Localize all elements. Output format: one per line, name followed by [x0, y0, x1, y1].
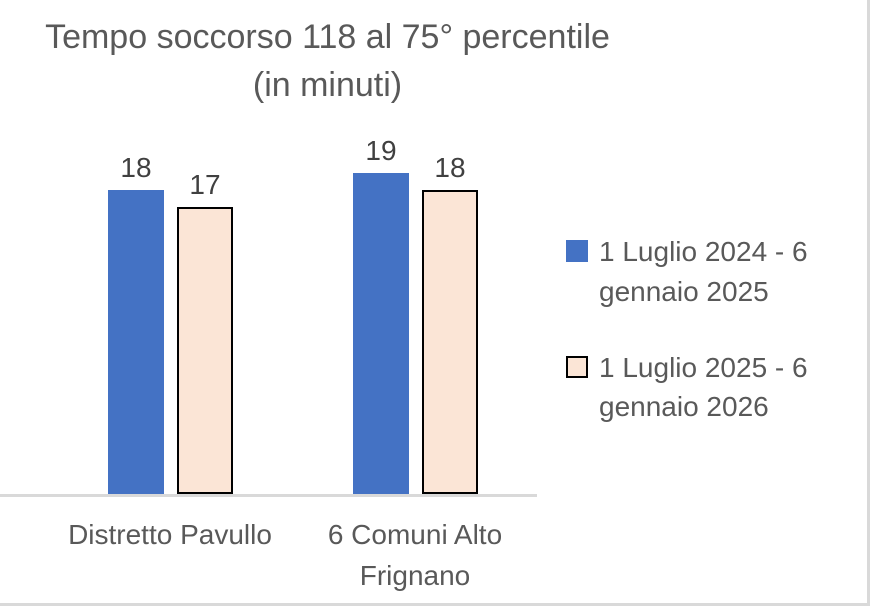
- bar-value-label-s0-c0: 18: [120, 152, 152, 183]
- legend-swatch-series1-icon: [566, 240, 588, 262]
- chart-subtitle: (in minuti): [252, 65, 403, 104]
- bar-value-label-s0-c1: 19: [365, 135, 397, 166]
- bar-s1-c0: [177, 207, 233, 494]
- bar-s1-c1: [422, 190, 478, 494]
- legend-label-series2: 1 Luglio 2025 - 6 gennaio 2026: [599, 351, 808, 423]
- legend-item-series1: 1 Luglio 2024 - 6 gennaio 2025: [566, 232, 811, 312]
- bar-s0-c0: [108, 190, 164, 494]
- category-label-c0: Distretto Pavullo: [68, 519, 272, 550]
- legend-swatch-series2-icon: [566, 355, 588, 378]
- chart-title: Tempo soccorso 118 al 75° percentile: [45, 18, 610, 56]
- legend-label-series1: 1 Luglio 2024 - 6 gennaio 2025: [599, 236, 808, 307]
- bar-s0-c1: [353, 173, 409, 494]
- bar-value-label-s1-c0: 17: [189, 169, 221, 200]
- bar-value-label-s1-c1: 18: [434, 152, 466, 183]
- legend-item-series2: 1 Luglio 2025 - 6 gennaio 2026: [566, 348, 811, 428]
- plot-area: 18 17 19 18: [0, 125, 537, 497]
- legend: 1 Luglio 2024 - 6 gennaio 2025 1 Luglio …: [566, 232, 811, 427]
- category-label-c1: 6 Comuni Alto Frignano: [327, 519, 503, 592]
- chart-title-block: Tempo soccorso 118 al 75° percentile (in…: [0, 14, 655, 109]
